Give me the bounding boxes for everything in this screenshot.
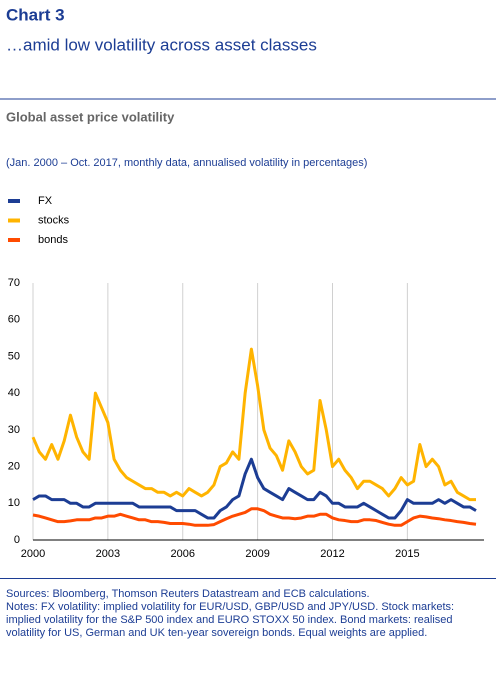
footnotes: Sources: Bloomberg, Thomson Reuters Data… (6, 588, 490, 640)
x-tick-label: 2015 (395, 548, 419, 560)
y-tick-label: 0 (14, 534, 20, 546)
legend-label: FX (38, 195, 53, 207)
legend-label: bonds (38, 234, 68, 246)
header-title: Chart 3 (6, 5, 65, 24)
header-subtitle: …amid low volatility across asset classe… (6, 35, 317, 54)
x-tick-label: 2012 (320, 548, 344, 560)
x-tick-label: 2009 (245, 548, 269, 560)
line (32, 457, 477, 520)
notes: Notes: FX volatility: implied volatility… (6, 601, 455, 639)
y-tick-label: 50 (8, 350, 20, 362)
y-tick-label: 40 (8, 387, 20, 399)
x-tick-label: 2006 (171, 548, 195, 560)
y-tick-label: 10 (8, 497, 20, 509)
chart-subtitle: (Jan. 2000 – Oct. 2017, monthly data, an… (6, 157, 367, 169)
sources: Sources: Bloomberg, Thomson Reuters Data… (6, 588, 370, 600)
chart-title: Global asset price volatility (6, 109, 175, 124)
y-tick-label: 20 (8, 460, 20, 472)
divider (0, 578, 496, 579)
x-tick-label: 2003 (96, 548, 120, 560)
legend-label: stocks (38, 214, 70, 226)
x-tick-label: 2000 (21, 548, 45, 560)
line (31, 347, 476, 502)
chart: Chart 3 …amid low volatility across asse… (0, 5, 496, 560)
y-tick-label: 70 (8, 277, 20, 289)
y-tick-label: 60 (8, 314, 20, 326)
y-tick-label: 30 (8, 424, 20, 436)
line (32, 507, 477, 527)
